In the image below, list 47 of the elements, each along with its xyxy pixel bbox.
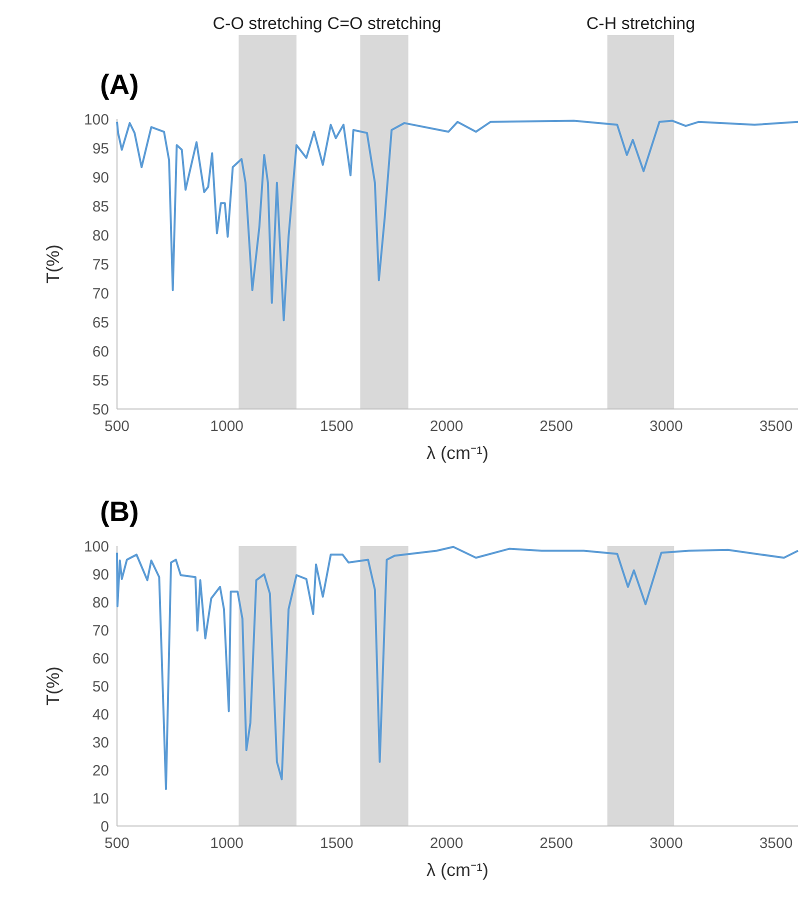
y-tick-label: 20: [92, 762, 109, 780]
line-series: [116, 546, 799, 790]
x-tick-label: 1500: [320, 418, 354, 435]
y-tick-label: 60: [92, 650, 109, 668]
y-tick-label: 0: [100, 818, 109, 836]
x-tick-label: 2000: [430, 418, 464, 435]
y-tick-label: 85: [92, 198, 109, 216]
y-tick-label: 10: [92, 790, 109, 808]
y-tick-label: 90: [92, 566, 109, 584]
y-tick-label: 40: [92, 706, 109, 724]
chart-title: (A): [100, 69, 139, 100]
y-tick-label: 75: [92, 256, 109, 274]
x-tick-label: 3500: [759, 835, 793, 852]
x-tick-label: 3500: [759, 418, 793, 435]
y-tick-label: 65: [92, 314, 109, 332]
band-label: C-O stretching: [212, 14, 322, 33]
x-tick-label: 2000: [430, 835, 464, 852]
x-tick-label: 1000: [210, 835, 244, 852]
x-tick-label: 500: [104, 835, 130, 852]
y-axis-title: T(%): [43, 244, 63, 284]
y-tick-label: 95: [92, 140, 109, 158]
y-tick-label: 30: [92, 734, 109, 752]
y-tick-label: 90: [92, 169, 109, 186]
y-axis-title: T(%): [43, 666, 63, 706]
line-series: [116, 120, 799, 322]
x-axis-title: λ (cm⁻¹): [426, 443, 488, 463]
x-tick-label: 3000: [650, 418, 683, 435]
y-tick-label: 80: [92, 227, 109, 244]
y-tick-label: 50: [92, 401, 109, 418]
y-tick-label: 50: [92, 678, 109, 696]
y-tick-label: 70: [92, 285, 109, 302]
y-tick-label: 100: [84, 538, 109, 556]
x-tick-label: 500: [104, 418, 130, 435]
y-tick-label: 80: [92, 594, 109, 612]
chart-title: (B): [100, 496, 139, 527]
y-tick-label: 55: [92, 372, 109, 390]
x-tick-label: 1000: [210, 418, 244, 435]
y-tick-label: 60: [92, 343, 109, 360]
x-axis-title: λ (cm⁻¹): [426, 860, 488, 880]
y-tick-label: 70: [92, 622, 109, 640]
x-tick-label: 2500: [540, 835, 574, 852]
y-tick-label: 100: [84, 111, 109, 128]
x-tick-label: 1500: [320, 835, 354, 852]
x-tick-label: 3000: [650, 835, 683, 852]
x-tick-label: 2500: [540, 418, 574, 435]
band-label: C-H stretching: [586, 14, 696, 33]
band-label: C=O stretching: [327, 14, 442, 33]
